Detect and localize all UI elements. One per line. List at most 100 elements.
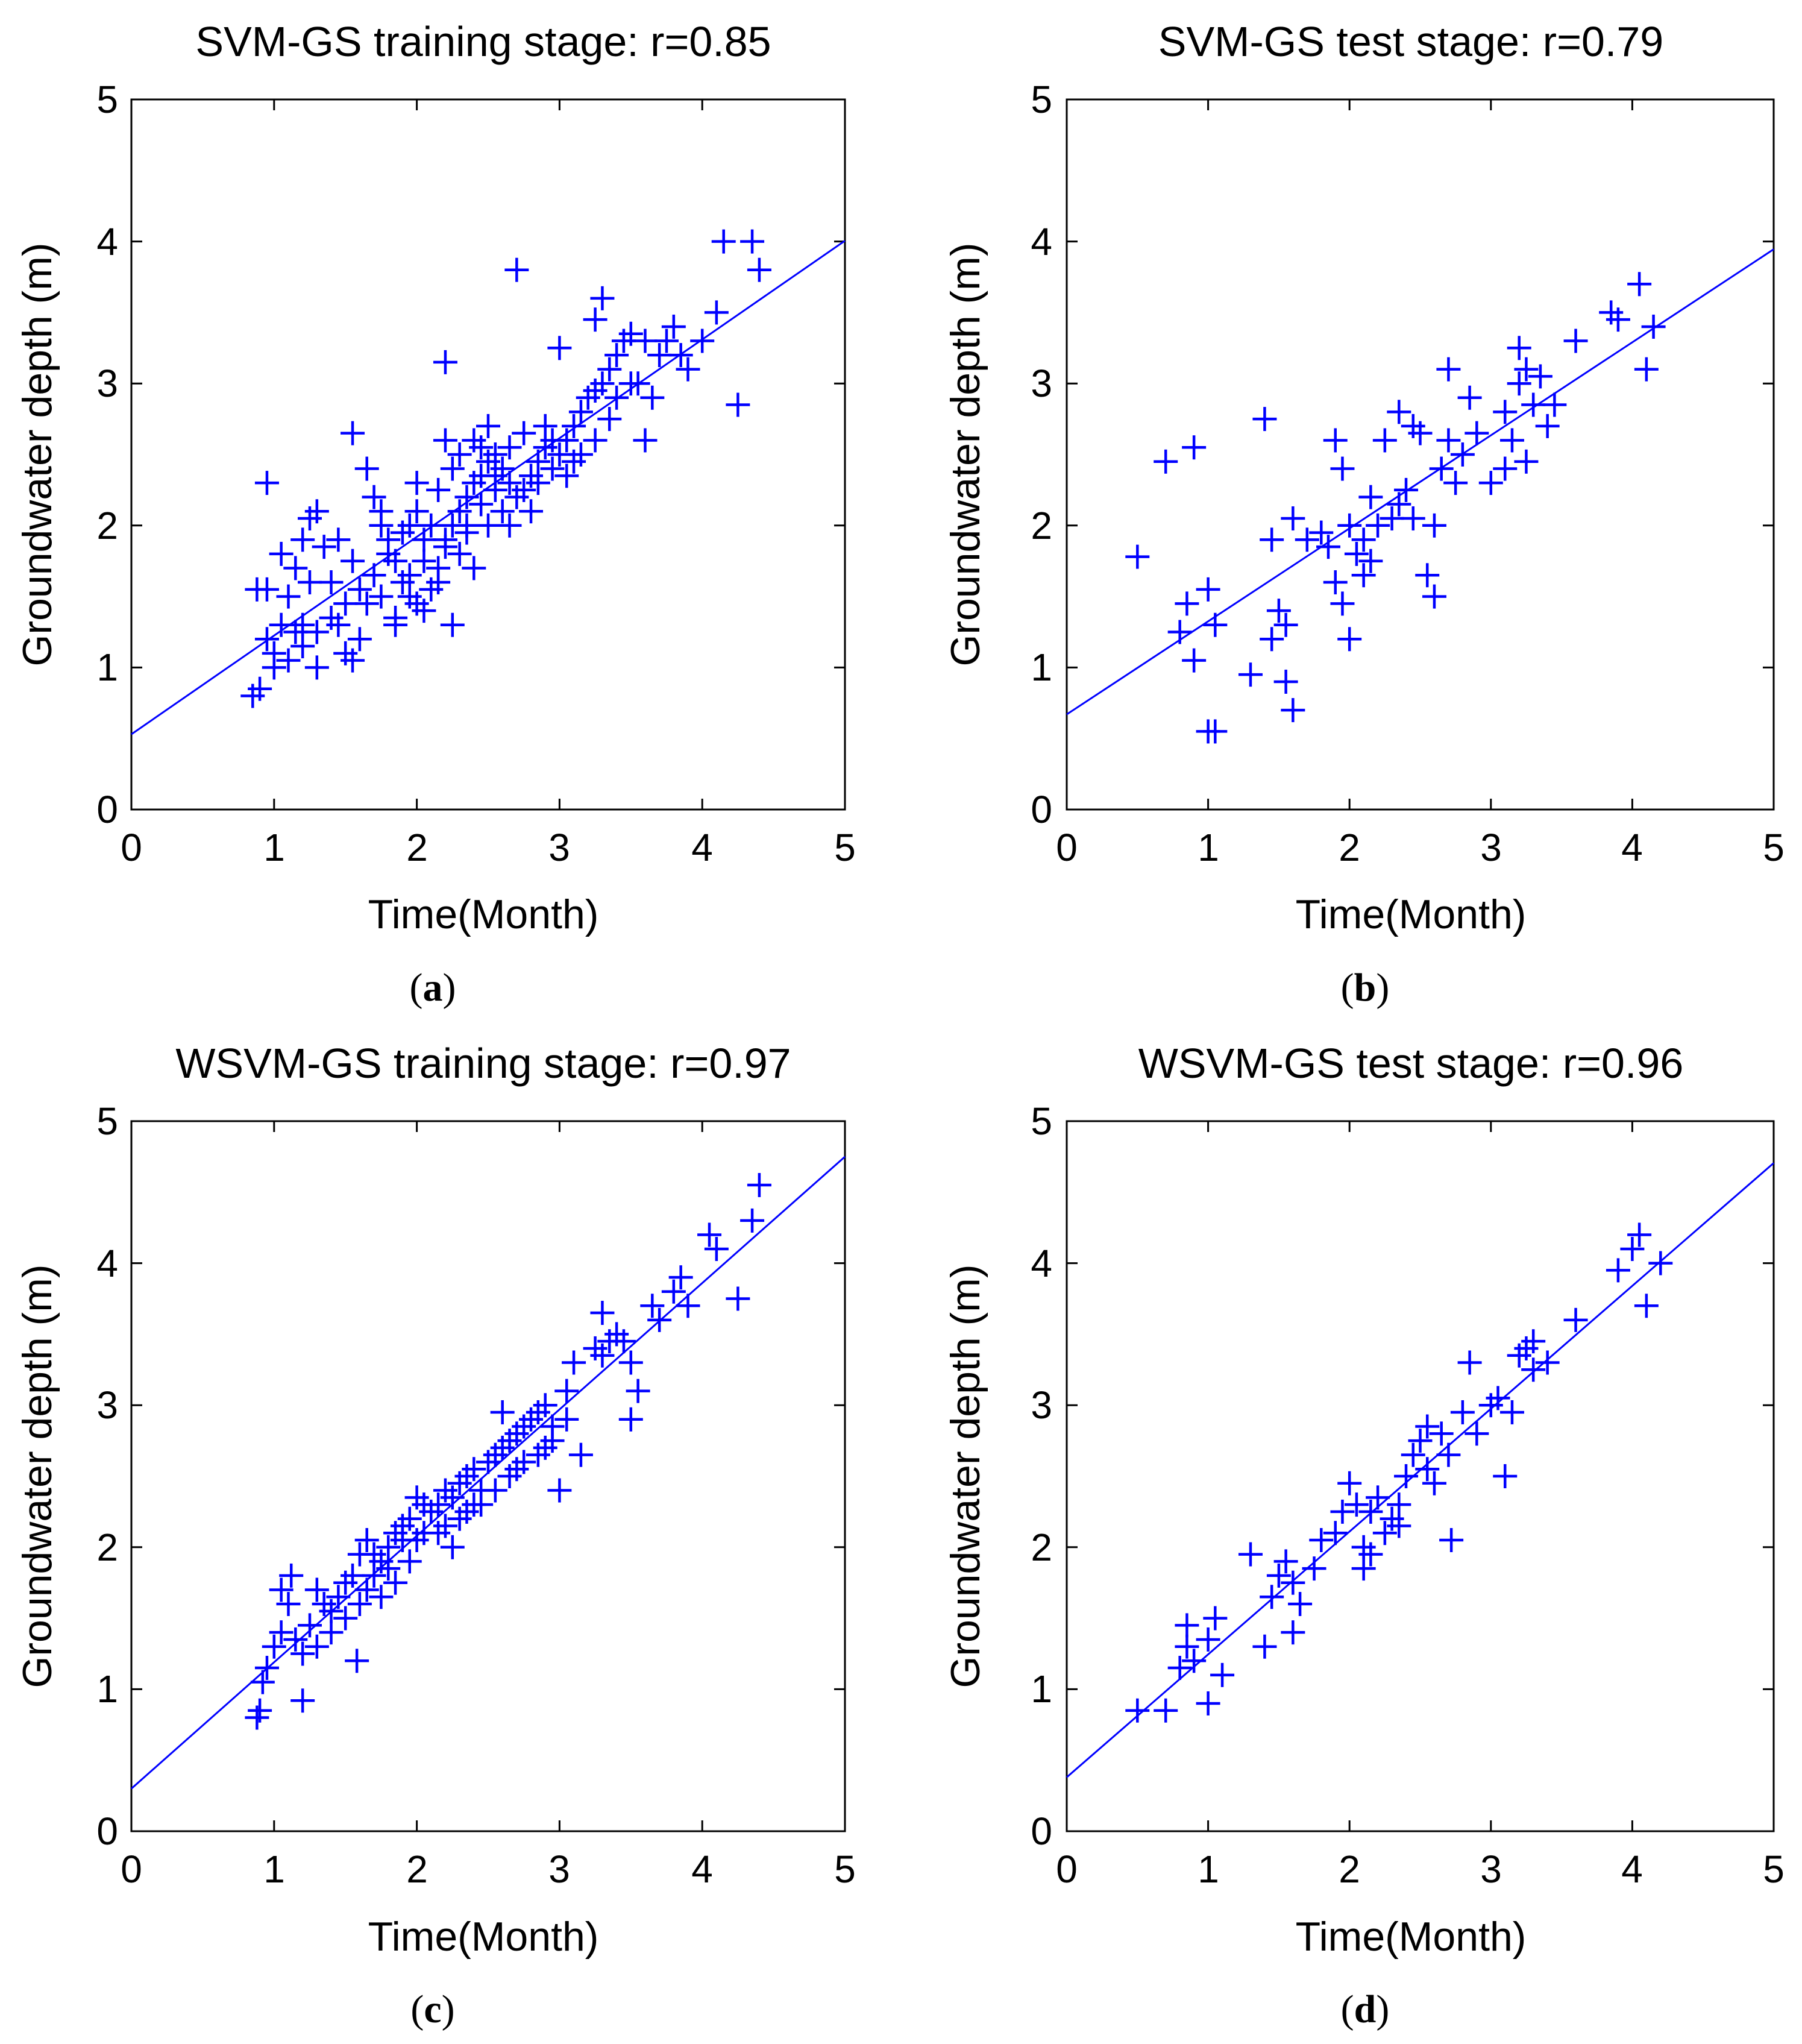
data-point bbox=[1606, 1258, 1630, 1283]
data-point bbox=[347, 577, 372, 602]
data-point bbox=[1196, 577, 1220, 602]
data-point bbox=[1641, 314, 1666, 339]
data-point bbox=[341, 1563, 365, 1588]
x-tick-label: 3 bbox=[548, 826, 570, 869]
data-point bbox=[483, 464, 507, 488]
data-point bbox=[519, 499, 544, 524]
y-tick-label: 2 bbox=[1031, 504, 1052, 547]
data-point bbox=[362, 1563, 386, 1588]
data-point bbox=[1521, 1329, 1546, 1354]
plot-frame bbox=[1066, 1120, 1775, 1832]
data-point bbox=[354, 591, 379, 616]
data-point bbox=[1394, 477, 1419, 502]
plot-frame bbox=[1066, 98, 1775, 811]
data-point bbox=[1330, 591, 1355, 616]
y-tick-label: 4 bbox=[96, 220, 118, 263]
data-point bbox=[1486, 1386, 1510, 1410]
data-point bbox=[1457, 385, 1482, 410]
data-point bbox=[1620, 1237, 1645, 1262]
data-point bbox=[1281, 1570, 1305, 1595]
data-point bbox=[704, 300, 729, 325]
data-point bbox=[326, 1585, 351, 1609]
x-axis-label: Time(Month) bbox=[368, 1914, 599, 1960]
data-point bbox=[245, 577, 269, 602]
y-tick-label: 1 bbox=[96, 646, 118, 689]
y-tick-label: 3 bbox=[96, 362, 118, 405]
data-point bbox=[655, 329, 679, 353]
data-point bbox=[404, 499, 429, 524]
data-point bbox=[711, 229, 736, 254]
data-point bbox=[1439, 1528, 1464, 1553]
data-point bbox=[469, 492, 494, 517]
data-point bbox=[1330, 1499, 1355, 1524]
data-point bbox=[1337, 1471, 1362, 1495]
x-tick-label: 1 bbox=[263, 826, 285, 869]
data-point bbox=[304, 1577, 329, 1602]
data-point bbox=[1394, 1464, 1419, 1488]
data-point bbox=[1175, 591, 1199, 616]
data-point bbox=[454, 485, 479, 509]
data-point bbox=[369, 513, 394, 538]
data-point bbox=[1563, 329, 1588, 353]
y-axis-label: Groundwater depth (m) bbox=[14, 1265, 60, 1688]
data-point bbox=[1499, 428, 1524, 453]
data-point bbox=[390, 1528, 415, 1553]
plot-frame bbox=[130, 98, 846, 811]
data-point bbox=[462, 1457, 486, 1482]
data-point bbox=[269, 1620, 294, 1645]
data-point bbox=[1528, 364, 1552, 389]
plot-area bbox=[131, 229, 846, 735]
data-point bbox=[326, 527, 351, 552]
data-point bbox=[668, 1265, 693, 1290]
data-point bbox=[376, 541, 401, 566]
data-point bbox=[1316, 535, 1341, 559]
data-point bbox=[1436, 1442, 1461, 1467]
data-point bbox=[369, 1585, 394, 1609]
y-tick-label: 0 bbox=[96, 788, 118, 831]
data-point bbox=[547, 1478, 572, 1503]
data-point bbox=[1507, 336, 1531, 360]
data-point bbox=[676, 1294, 700, 1318]
data-point bbox=[1387, 492, 1411, 517]
data-point bbox=[1535, 414, 1560, 438]
data-point bbox=[462, 1492, 486, 1517]
data-point bbox=[1436, 428, 1461, 453]
x-tick-labels: 0 1 2 3 4 5 bbox=[121, 1847, 856, 1891]
data-point bbox=[504, 257, 529, 282]
data-point bbox=[262, 655, 286, 680]
data-point bbox=[618, 1350, 643, 1375]
y-tick-label: 4 bbox=[1031, 220, 1052, 263]
data-point bbox=[419, 513, 444, 538]
data-point bbox=[697, 1222, 722, 1247]
data-point bbox=[1648, 1251, 1673, 1275]
data-point bbox=[426, 1521, 451, 1546]
data-point bbox=[304, 499, 329, 524]
x-tick-labels: 0 1 2 3 4 5 bbox=[1056, 826, 1785, 869]
data-point bbox=[440, 1535, 465, 1559]
y-axis-label: Groundwater depth (m) bbox=[943, 243, 988, 667]
y-axis-label: Groundwater depth (m) bbox=[943, 1265, 988, 1688]
data-point bbox=[1521, 392, 1546, 417]
data-point bbox=[362, 485, 386, 509]
data-point bbox=[1436, 357, 1461, 382]
data-point bbox=[668, 343, 693, 368]
data-point bbox=[1366, 513, 1390, 538]
y-tick-label: 3 bbox=[1031, 1383, 1052, 1427]
panel-caption: (d) bbox=[1341, 1987, 1390, 2031]
data-point bbox=[1358, 485, 1383, 509]
data-point bbox=[554, 464, 579, 488]
data-point bbox=[1344, 541, 1369, 566]
data-point bbox=[597, 357, 622, 382]
data-point bbox=[433, 527, 457, 552]
data-point bbox=[412, 527, 436, 552]
data-point bbox=[269, 612, 294, 637]
data-point bbox=[383, 1570, 408, 1595]
y-tick-labels: 0 1 2 3 4 5 bbox=[96, 1099, 118, 1853]
data-point bbox=[526, 471, 550, 495]
data-point bbox=[704, 1237, 729, 1262]
data-point bbox=[1514, 449, 1539, 474]
data-point bbox=[1273, 612, 1298, 637]
data-point bbox=[279, 1563, 304, 1588]
data-point bbox=[1415, 1414, 1440, 1439]
data-point bbox=[740, 1208, 765, 1233]
